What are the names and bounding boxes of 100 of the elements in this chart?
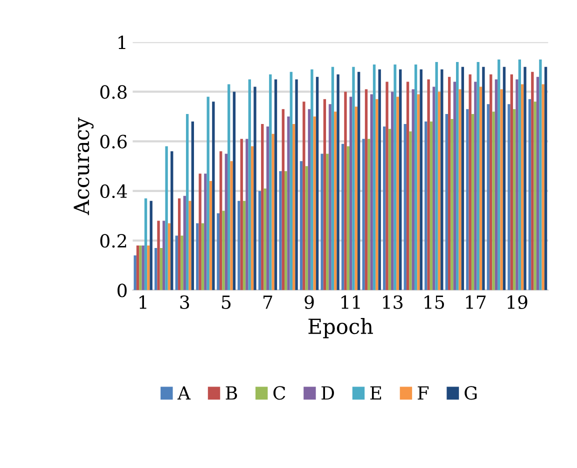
bar xyxy=(279,171,282,290)
bar xyxy=(500,89,503,290)
bar xyxy=(175,236,178,290)
bar xyxy=(308,109,311,290)
bar xyxy=(508,104,510,290)
y-tick-label: 0.4 xyxy=(100,184,127,198)
bar xyxy=(510,74,513,290)
bar xyxy=(326,154,329,290)
bar xyxy=(254,86,256,290)
bar xyxy=(518,59,521,290)
bar xyxy=(409,131,412,290)
bar xyxy=(238,200,240,290)
bar xyxy=(516,79,518,290)
bar xyxy=(396,96,400,290)
bar xyxy=(162,220,166,290)
bar xyxy=(349,96,352,290)
bar xyxy=(424,121,428,290)
bar xyxy=(292,124,296,290)
x-tick-label: 7 xyxy=(264,296,272,309)
y-tick-label: 0.2 xyxy=(100,234,126,248)
bar xyxy=(512,109,516,290)
bar xyxy=(144,198,148,290)
bar xyxy=(310,69,314,290)
bar xyxy=(498,59,500,290)
bar xyxy=(376,99,378,290)
x-tick-label: 9 xyxy=(304,295,314,309)
bar xyxy=(305,166,308,290)
legend-label: F xyxy=(418,386,429,400)
x-tick-label: 17 xyxy=(466,295,486,309)
bar xyxy=(453,82,456,290)
bar xyxy=(490,74,492,290)
bar xyxy=(445,114,448,290)
bar xyxy=(170,151,174,290)
bar xyxy=(266,126,270,290)
bar xyxy=(461,66,464,290)
bar xyxy=(412,89,414,290)
bar xyxy=(331,66,334,290)
bar xyxy=(346,146,350,290)
bar xyxy=(198,174,202,290)
legend-label: G xyxy=(464,386,477,400)
bar xyxy=(502,66,506,290)
bar xyxy=(456,62,459,290)
bar xyxy=(388,128,392,290)
bar xyxy=(486,104,490,290)
bar xyxy=(274,79,278,290)
bar xyxy=(364,89,368,290)
bar xyxy=(471,114,474,290)
bar xyxy=(438,92,441,290)
x-tick-label: 13 xyxy=(383,295,403,309)
bar xyxy=(302,102,306,290)
bar xyxy=(344,92,347,290)
bar xyxy=(466,109,469,290)
bar xyxy=(168,223,171,290)
bar xyxy=(180,236,184,290)
y-axis-title: Accuracy xyxy=(74,117,94,216)
bar xyxy=(264,188,266,290)
bar xyxy=(136,246,140,290)
bar xyxy=(399,69,402,290)
bar xyxy=(248,79,251,290)
bar xyxy=(479,86,482,290)
bar xyxy=(492,112,495,290)
bar xyxy=(290,72,293,290)
bar xyxy=(430,121,433,290)
bar xyxy=(150,200,152,290)
bar xyxy=(362,138,365,290)
bar xyxy=(204,174,207,290)
bar xyxy=(222,210,225,290)
bar xyxy=(420,69,422,290)
bar xyxy=(357,72,360,290)
bar xyxy=(295,79,298,290)
bar xyxy=(287,116,290,290)
bar xyxy=(370,94,373,290)
bar xyxy=(160,248,163,290)
bar xyxy=(183,196,186,290)
bar xyxy=(544,66,548,290)
bar xyxy=(354,106,358,290)
legend-label: E xyxy=(370,386,382,400)
bar xyxy=(336,74,340,290)
bar xyxy=(261,124,264,290)
bar xyxy=(178,198,181,290)
bar xyxy=(206,96,210,290)
bar xyxy=(531,72,534,290)
bar xyxy=(316,76,319,290)
bar xyxy=(458,89,462,290)
bar xyxy=(334,112,337,290)
bar xyxy=(536,76,540,290)
x-tick-label: 15 xyxy=(424,295,444,309)
y-tick-label: 0.8 xyxy=(100,85,127,99)
bar xyxy=(468,74,472,290)
bar xyxy=(368,138,370,290)
bar xyxy=(246,138,248,290)
bar xyxy=(165,146,168,290)
bar xyxy=(494,79,498,290)
bar xyxy=(450,119,454,290)
bar xyxy=(417,94,420,290)
bar xyxy=(242,200,246,290)
bar xyxy=(448,76,451,290)
bar xyxy=(284,171,288,290)
bar xyxy=(220,151,222,290)
bar xyxy=(474,82,477,290)
